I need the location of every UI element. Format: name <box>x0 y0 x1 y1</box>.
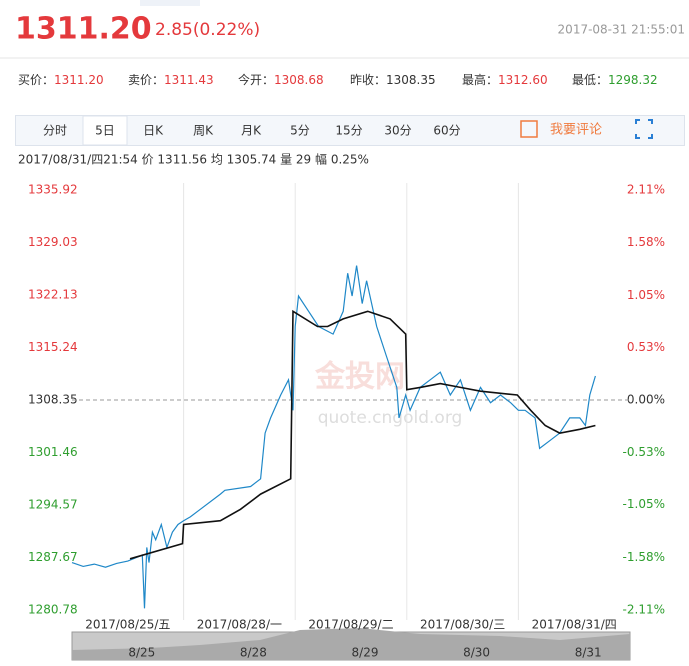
time: 2017-08-31 21:55:01 <box>558 23 685 37</box>
quote: 买价：1311.20 <box>18 73 104 87</box>
tab-decoration <box>140 0 200 6</box>
comment[interactable]: 我要评论 <box>550 123 602 138</box>
quote-label: 买价： <box>18 73 54 87</box>
y2-tick-label: 1.58% <box>627 235 665 249</box>
y-tick-label: 1301.46 <box>28 445 78 459</box>
y2-tick-label: 0.00% <box>627 393 665 407</box>
quote: 今开：1308.68 <box>238 72 324 87</box>
y2-tick-label: 2.11% <box>627 183 665 197</box>
navigator-label: 8/30 <box>463 646 490 660</box>
price-line <box>71 265 596 609</box>
tab[interactable]: 日K <box>143 124 164 138</box>
x-tick-label: 2017/08/28/一 <box>197 618 282 632</box>
price: 1311.20 <box>15 12 152 47</box>
quote: 卖价：1311.43 <box>128 73 214 87</box>
tab[interactable]: 15分 <box>335 124 362 138</box>
watermark-site: quote.cngold.org <box>318 408 463 428</box>
tab-active <box>82 115 128 146</box>
y-tick-label: 1308.35 <box>28 393 78 407</box>
quote-value: 1298.32 <box>608 73 658 87</box>
change: 2.85(0.22%) <box>155 20 260 40</box>
tab[interactable]: 60分 <box>433 124 460 138</box>
x-tick-label: 2017/08/29/二 <box>308 618 393 632</box>
quote-label: 最高： <box>462 72 498 87</box>
navigator-label: 8/25 <box>128 646 155 660</box>
y2-tick-label: 0.53% <box>627 340 665 354</box>
tab[interactable]: 月K <box>241 124 262 138</box>
quote: 最低：1298.32 <box>572 73 658 87</box>
navigator-label: 8/31 <box>575 646 602 660</box>
tab[interactable]: 分时 <box>43 124 67 138</box>
y2-tick-label: -1.05% <box>623 497 665 511</box>
navigator-area <box>72 628 630 660</box>
expand-icon[interactable] <box>635 119 653 139</box>
tab[interactable]: 5日 <box>95 124 115 138</box>
quote-value: 1311.20 <box>54 73 104 87</box>
y-tick-label: 1280.78 <box>28 603 78 617</box>
quote: 昨收：1308.35 <box>350 73 436 87</box>
quote-value: 1312.60 <box>498 73 548 87</box>
tab[interactable]: 30分 <box>384 124 411 138</box>
y2-tick-label: -2.11% <box>623 603 665 617</box>
quote-value: 1308.68 <box>274 73 324 87</box>
quote: 最高：1312.60 <box>462 72 548 87</box>
watermark: 金投网 <box>314 360 405 395</box>
tab[interactable]: 周K <box>193 124 214 138</box>
y2-tick-label: -1.58% <box>623 550 665 564</box>
navigator-label: 8/29 <box>352 646 379 660</box>
x-tick-label: 2017/08/31/四 <box>532 618 617 632</box>
y-tick-label: 1322.13 <box>28 288 78 302</box>
x-tick-label: 2017/08/25/五 <box>85 618 170 632</box>
x-tick-label: 2017/08/30/三 <box>420 618 505 632</box>
y2-tick-label: 1.05% <box>627 288 665 302</box>
y2-tick-label: -0.53% <box>623 445 665 459</box>
quote-label: 卖价： <box>128 73 164 87</box>
y-tick-label: 1329.03 <box>28 235 78 249</box>
y-tick-label: 1315.24 <box>28 340 78 354</box>
comment-icon[interactable] <box>520 120 538 138</box>
price-line <box>129 309 596 560</box>
y-tick-label: 1294.57 <box>28 497 78 511</box>
quote-label: 今开： <box>238 72 274 87</box>
quote-label: 昨收： <box>350 73 386 87</box>
quote-label: 最低： <box>572 73 608 87</box>
y-tick-label: 1287.67 <box>28 550 78 564</box>
quote-value: 1311.43 <box>164 73 214 87</box>
navigator-label: 8/28 <box>240 646 267 660</box>
y-tick-label: 1335.92 <box>28 183 78 197</box>
quote-value: 1308.35 <box>386 73 436 87</box>
info: 2017/08/31/四21:54 价 1311.56 均 1305.74 量 … <box>18 152 369 167</box>
tab[interactable]: 5分 <box>290 124 310 138</box>
